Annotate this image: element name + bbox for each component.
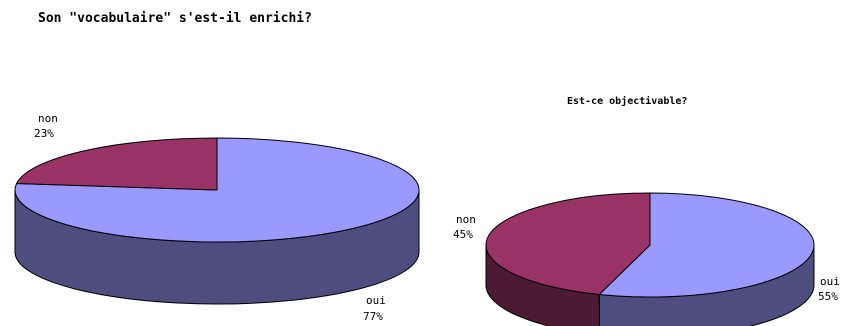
chart-vocabulaire: Son "vocabulaire" s'est-il enrichi? non … xyxy=(14,11,420,323)
chart-1-title: Son "vocabulaire" s'est-il enrichi? xyxy=(38,11,312,26)
chart-1-pie xyxy=(14,137,420,305)
chart-2-pct-oui: 55% xyxy=(818,290,838,303)
chart-1-pct-oui: 77% xyxy=(363,310,383,323)
chart-1-label-non: non xyxy=(38,112,58,125)
chart-objectivable: Est-ce objectivable? non 45% oui 55% xyxy=(453,95,840,326)
chart-2-pct-non: 45% xyxy=(453,228,473,241)
chart-2-slice-non xyxy=(485,192,651,295)
chart-2-label-oui: oui xyxy=(820,275,840,288)
chart-2-title: Est-ce objectivable? xyxy=(567,95,687,107)
chart-1-label-oui: oui xyxy=(366,294,386,307)
chart-2-label-non: non xyxy=(456,213,476,226)
chart-1-pct-non: 23% xyxy=(34,127,54,140)
chart-2-pie xyxy=(485,192,815,326)
chart-1-slice-non xyxy=(15,137,218,191)
chart-2-slice-oui xyxy=(598,192,815,298)
